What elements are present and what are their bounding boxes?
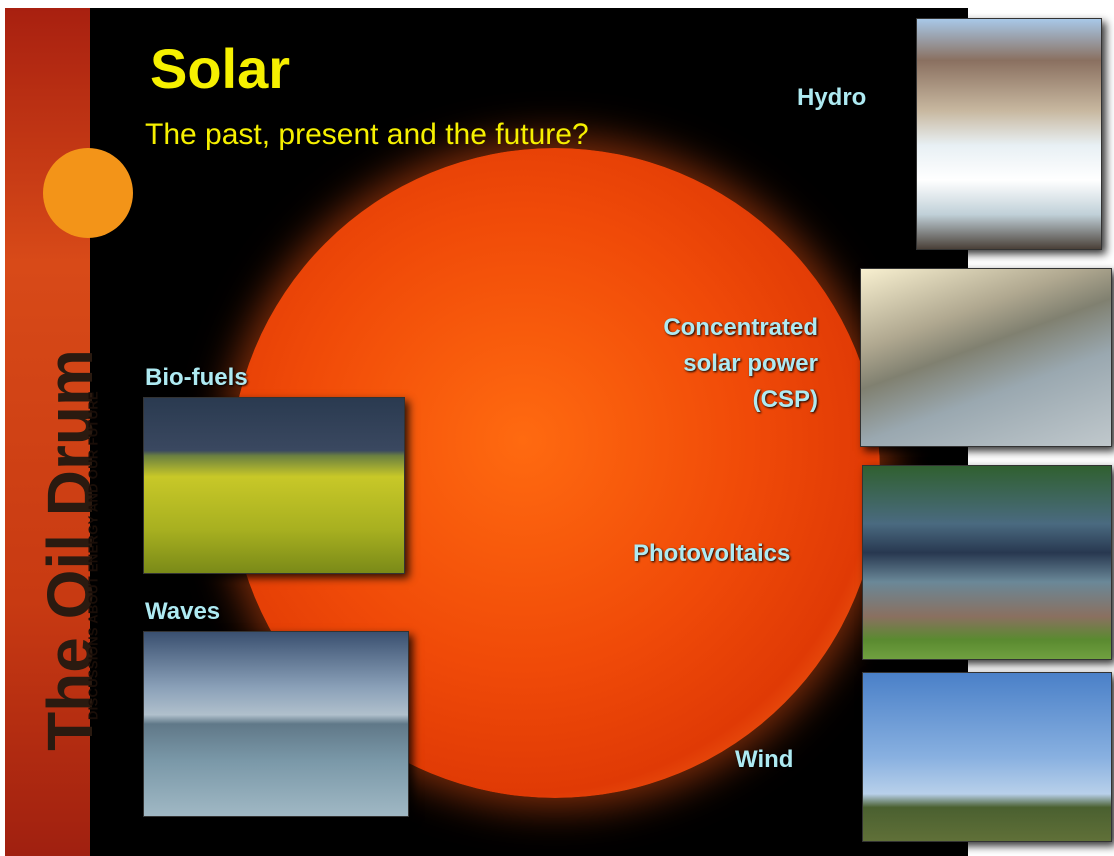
waves-photo xyxy=(143,631,409,817)
title: Solar xyxy=(150,36,290,101)
hydro-label: Hydro xyxy=(797,84,866,112)
waves-label: Waves xyxy=(145,598,220,626)
wind-photo xyxy=(862,672,1112,842)
csp-label: Concentrated solar power (CSP) xyxy=(663,310,818,418)
wind-label: Wind xyxy=(735,746,793,774)
csp-line: (CSP) xyxy=(663,382,818,418)
page: The Oil Drum DISCUSSIONS ABOUT ENERGY AN… xyxy=(0,0,1114,856)
photovoltaics-label: Photovoltaics xyxy=(633,540,790,568)
biofuels-photo xyxy=(143,397,405,574)
biofuels-label: Bio-fuels xyxy=(145,364,248,392)
csp-line: Concentrated xyxy=(663,310,818,346)
logo-sun xyxy=(43,148,133,238)
hydro-photo xyxy=(916,18,1102,250)
subtitle: The past, present and the future? xyxy=(145,118,589,152)
csp-line: solar power xyxy=(663,346,818,382)
photovoltaics-photo xyxy=(862,465,1112,660)
tagline: DISCUSSIONS ABOUT ENERGY AND OUR FUTURE xyxy=(86,341,101,771)
csp-photo xyxy=(860,268,1112,447)
slide: The Oil Drum DISCUSSIONS ABOUT ENERGY AN… xyxy=(5,8,968,856)
